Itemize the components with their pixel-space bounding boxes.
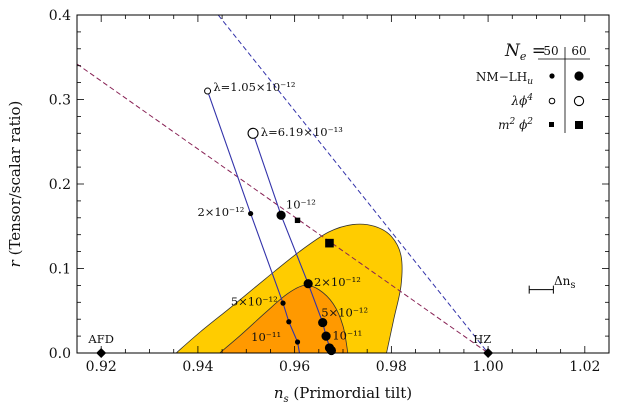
legend-col-60: 60	[571, 44, 586, 58]
legend: Ne = 50 60 NM−LHu λϕ4 m2 ϕ2	[476, 41, 590, 133]
x-tick-label: 1.00	[473, 359, 504, 375]
markers	[96, 87, 494, 358]
marker-dot-large	[321, 331, 331, 341]
delta-ns-indicator: Δns	[528, 274, 576, 294]
axis-ticks: 0.92 0.94 0.96 0.98 1.00 1.02 0.0 0.1 0.2 0.3 0.4	[49, 8, 610, 375]
marker-dot-small	[294, 339, 301, 345]
annotation-label: 10⁻¹¹	[251, 330, 281, 344]
y-tick-label: 0.2	[49, 177, 71, 193]
y-tick-label: 0.4	[49, 8, 71, 24]
annotation-label: λ=6.19×10⁻¹³	[261, 125, 343, 139]
marker-dot-small	[280, 300, 286, 306]
x-tick-label: 0.92	[86, 359, 117, 375]
annotation-label: AFD	[87, 332, 114, 346]
annotation-label: HZ	[473, 332, 491, 346]
x-tick-label: 0.94	[182, 359, 213, 375]
legend-lambda-phi4-60-marker	[573, 95, 585, 107]
legend-lambda-phi4-50-marker	[548, 97, 556, 105]
legend-row-nm-lhu: NM−LHu	[476, 70, 533, 87]
y-tick-label: 0.3	[49, 93, 71, 109]
legend-m2phi2-60-marker	[575, 121, 583, 129]
confidence-region-outer	[175, 223, 403, 353]
annotation-label: 2×10⁻¹²	[314, 275, 361, 289]
annotation-label: 10⁻¹²	[286, 198, 316, 212]
annotation-label: 2×10⁻¹²	[197, 205, 244, 219]
legend-nm-lhu-50-marker	[549, 73, 555, 79]
annotations: λ=1.05×10⁻¹² λ=6.19×10⁻¹³ 10⁻¹² 2×10⁻¹² 2×10…	[87, 80, 491, 346]
legend-nm-lhu-60-marker	[574, 71, 584, 81]
y-tick-label: 0.1	[49, 262, 71, 278]
dashed-line-purple	[77, 63, 489, 353]
legend-row-lambda-phi4: λϕ4	[510, 93, 533, 108]
marker-dot-small	[286, 319, 292, 325]
x-axis-title: ns (Primordial tilt)	[274, 384, 412, 405]
legend-m2phi2-50-marker	[549, 122, 554, 127]
annotation-label: λ=1.05×10⁻¹²	[213, 80, 295, 94]
marker-open-small	[204, 87, 212, 95]
delta-ns-label: Δns	[554, 274, 576, 291]
marker-square-small	[294, 217, 301, 224]
annotation-label: 10⁻¹¹	[332, 328, 362, 342]
legend-title: Ne =	[504, 41, 546, 63]
legend-col-50: 50	[543, 44, 558, 58]
annotation-label: 5×10⁻¹²	[231, 295, 278, 309]
dashed-lines	[77, 15, 489, 353]
dashed-line-blue	[217, 15, 489, 353]
x-tick-label: 0.98	[376, 359, 407, 375]
marker-dot-large	[318, 317, 328, 328]
marker-dot-large	[303, 279, 313, 289]
marker-square-large	[325, 238, 334, 248]
y-tick-label: 0.0	[49, 346, 71, 362]
legend-row-m2phi2: m2 ϕ2	[498, 117, 533, 132]
y-axis-title: r (Tensor/scalar ratio)	[6, 101, 24, 268]
annotation-label: 5×10⁻¹²	[321, 306, 368, 320]
marker-dot-small	[248, 210, 254, 217]
x-tick-label: 1.02	[569, 359, 600, 375]
confidence-regions	[175, 223, 403, 353]
marker-open-large	[247, 127, 259, 139]
x-tick-label: 0.96	[279, 359, 310, 375]
marker-dot-large	[276, 210, 286, 220]
marker-dot-large	[326, 345, 336, 356]
